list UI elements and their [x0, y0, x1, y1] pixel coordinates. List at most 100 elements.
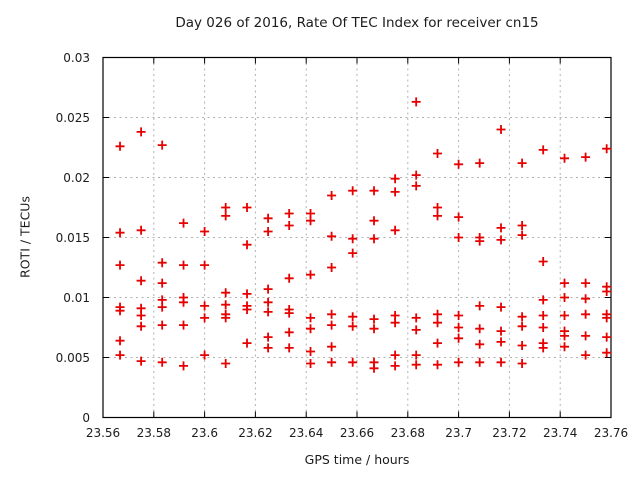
data-point-marker	[496, 337, 506, 347]
x-tick-label: 23.72	[492, 426, 526, 440]
data-point-marker	[390, 361, 400, 371]
data-point-marker	[454, 357, 464, 367]
data-point-marker	[454, 333, 464, 343]
data-point-marker	[157, 140, 167, 150]
data-point-marker	[284, 308, 294, 318]
data-point-marker	[115, 336, 125, 346]
data-point-marker	[200, 260, 210, 270]
data-point-marker	[475, 357, 485, 367]
data-point-marker	[284, 209, 294, 218]
data-point-marker	[284, 221, 294, 230]
data-point-marker	[411, 170, 421, 180]
x-tick-label: 23.62	[238, 426, 272, 440]
x-tick-label: 23.56	[86, 426, 120, 440]
data-point-marker	[221, 203, 231, 212]
data-point-marker	[454, 323, 464, 332]
data-point-marker	[390, 187, 400, 197]
data-point-marker	[115, 306, 125, 316]
data-point-marker	[263, 284, 273, 294]
data-point-marker	[475, 324, 485, 334]
data-point-marker	[284, 327, 294, 337]
y-axis-label: ROTI / TECUs	[17, 196, 33, 278]
data-point-marker	[517, 230, 527, 240]
x-tick-label: 23.58	[137, 426, 171, 440]
data-point-marker	[538, 323, 548, 332]
data-point-marker	[348, 357, 358, 367]
data-point-marker	[263, 227, 273, 236]
data-point-marker	[200, 313, 210, 323]
data-point-marker	[306, 216, 316, 226]
data-point-marker	[517, 158, 527, 168]
data-point-marker	[433, 309, 443, 319]
data-point-marker	[115, 260, 125, 270]
data-point-marker	[242, 289, 252, 299]
data-point-marker	[136, 356, 146, 366]
data-point-marker	[390, 174, 400, 184]
data-point-marker	[369, 314, 379, 324]
data-point-marker	[284, 273, 294, 283]
data-point-marker	[369, 324, 379, 334]
data-point-marker	[411, 181, 421, 191]
data-point-marker	[157, 302, 167, 312]
data-point-marker	[411, 360, 421, 370]
data-point-marker	[538, 257, 548, 266]
data-point-marker	[433, 149, 443, 158]
data-point-marker	[475, 236, 485, 246]
x-tick-label: 23.68	[391, 426, 425, 440]
data-point-marker	[390, 225, 400, 235]
data-point-marker	[560, 293, 570, 302]
data-point-marker	[538, 295, 548, 305]
data-point-marker	[348, 248, 358, 258]
data-point-marker	[136, 321, 146, 331]
data-point-marker	[475, 158, 485, 168]
data-point-marker	[496, 326, 506, 336]
data-point-marker	[348, 234, 358, 244]
data-point-marker	[306, 270, 316, 280]
data-point-marker	[602, 287, 612, 296]
data-point-marker	[242, 240, 252, 250]
data-point-marker	[369, 216, 379, 226]
data-point-marker	[327, 357, 337, 367]
chart-title: Day 026 of 2016, Rate Of TEC Index for r…	[175, 15, 539, 31]
data-point-marker	[136, 311, 146, 320]
plot-frame	[102, 56, 612, 419]
data-point-marker	[538, 145, 548, 155]
data-point-marker	[136, 225, 146, 235]
y-tick-label: 0.01	[63, 291, 90, 305]
data-point-marker	[157, 278, 167, 288]
data-point-marker	[348, 312, 358, 322]
data-point-marker	[327, 263, 337, 272]
x-tick-label: 23.66	[340, 426, 374, 440]
data-point-marker	[200, 350, 210, 360]
data-point-marker	[306, 347, 316, 356]
data-point-marker	[602, 144, 612, 154]
data-point-marker	[200, 301, 210, 311]
data-point-marker	[496, 125, 506, 134]
data-point-marker	[433, 338, 443, 348]
data-point-marker	[411, 97, 421, 107]
data-point-marker	[179, 320, 189, 330]
data-point-marker	[560, 278, 570, 288]
data-point-marker	[136, 127, 146, 137]
data-point-marker	[581, 294, 591, 304]
data-point-marker	[263, 213, 273, 223]
data-point-marker	[454, 311, 464, 320]
y-tick-label: 0.015	[56, 231, 90, 245]
data-point-marker	[242, 338, 252, 348]
data-point-marker	[581, 152, 591, 162]
data-point-marker	[157, 320, 167, 330]
data-point-marker	[263, 307, 273, 317]
data-point-marker	[348, 186, 358, 196]
data-point-marker	[221, 359, 231, 368]
data-point-marker	[263, 297, 273, 307]
data-point-marker	[475, 339, 485, 349]
data-point-marker	[433, 360, 443, 370]
data-point-marker	[200, 227, 210, 236]
y-tick-label: 0.025	[56, 111, 90, 125]
data-point-marker	[369, 363, 379, 373]
data-point-marker	[369, 234, 379, 244]
data-point-marker	[433, 211, 443, 221]
data-point-marker	[115, 350, 125, 360]
data-point-marker	[581, 309, 591, 319]
x-tick-label: 23.64	[289, 426, 323, 440]
